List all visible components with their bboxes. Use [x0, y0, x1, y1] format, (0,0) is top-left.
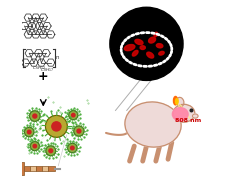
Circle shape: [27, 130, 31, 134]
Ellipse shape: [156, 44, 163, 48]
Ellipse shape: [140, 46, 145, 50]
Ellipse shape: [147, 52, 154, 58]
Circle shape: [190, 109, 193, 112]
Circle shape: [33, 114, 37, 118]
Text: $C_8H_{17}$: $C_8H_{17}$: [40, 66, 54, 74]
Ellipse shape: [172, 108, 188, 121]
Ellipse shape: [125, 102, 181, 147]
Ellipse shape: [135, 39, 143, 45]
Bar: [21, 162, 24, 175]
Circle shape: [52, 122, 61, 131]
Ellipse shape: [132, 50, 138, 56]
Bar: [36, 166, 42, 171]
Ellipse shape: [149, 37, 156, 43]
Ellipse shape: [159, 51, 164, 55]
Circle shape: [30, 142, 39, 151]
Circle shape: [110, 7, 183, 81]
Text: +: +: [38, 70, 49, 83]
Ellipse shape: [124, 45, 135, 51]
Bar: [30, 166, 36, 171]
Bar: [48, 166, 55, 171]
Text: $C_6H_{12}$: $C_6H_{12}$: [32, 64, 46, 72]
Circle shape: [46, 146, 56, 156]
Text: 808 nm: 808 nm: [175, 118, 201, 123]
Circle shape: [72, 113, 75, 117]
Bar: [24, 166, 30, 171]
Ellipse shape: [173, 104, 195, 122]
Ellipse shape: [192, 114, 198, 118]
Circle shape: [24, 127, 34, 137]
Circle shape: [74, 126, 84, 136]
Circle shape: [46, 115, 67, 137]
Circle shape: [68, 143, 77, 153]
Ellipse shape: [173, 96, 178, 105]
Circle shape: [49, 149, 53, 153]
Ellipse shape: [154, 32, 158, 37]
Text: n: n: [55, 55, 59, 60]
Circle shape: [69, 111, 78, 120]
Circle shape: [33, 144, 36, 148]
Circle shape: [77, 129, 81, 133]
Ellipse shape: [176, 97, 184, 107]
Ellipse shape: [176, 99, 178, 104]
Bar: [42, 166, 48, 171]
Circle shape: [70, 146, 74, 150]
Circle shape: [30, 111, 40, 121]
